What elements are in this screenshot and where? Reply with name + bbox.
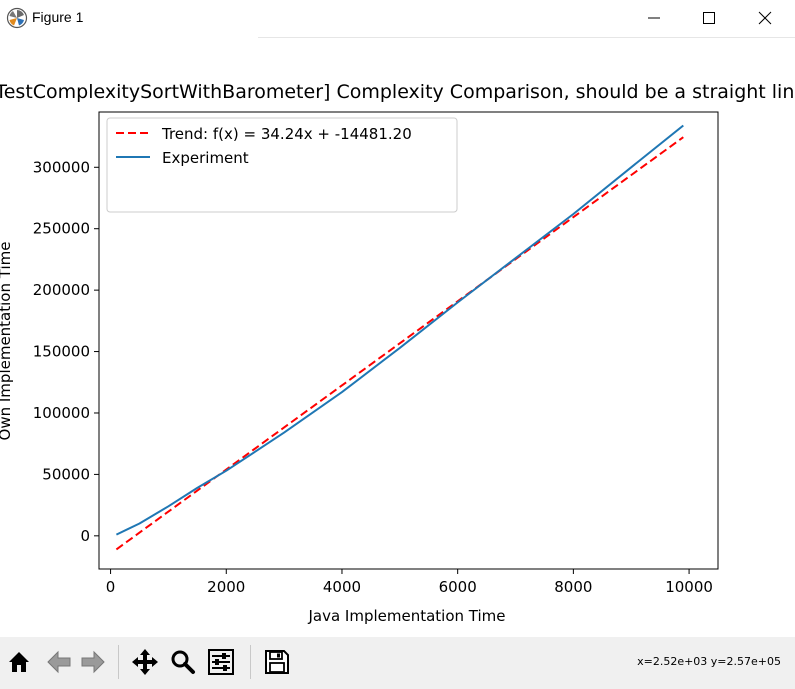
experiment-line <box>115 124 684 536</box>
back-button[interactable] <box>44 645 74 679</box>
zoom-icon <box>171 650 195 674</box>
forward-button[interactable] <box>78 645 108 679</box>
pan-button[interactable] <box>130 645 160 679</box>
chart-title: [TestComplexitySortWithBarometer] Comple… <box>0 81 795 103</box>
x-tick-label: 8000 <box>554 578 592 596</box>
axes-frame <box>98 111 719 570</box>
toolbar-separator <box>250 645 251 679</box>
x-tick-label: 0 <box>106 578 116 596</box>
legend-box <box>106 117 458 213</box>
maximize-icon <box>703 12 715 24</box>
legend: Trend: f(x) = 34.24x + -14481.20 Experime… <box>106 117 458 213</box>
x-axis-label: Java Implementation Time <box>307 607 505 625</box>
close-button[interactable] <box>737 0 795 37</box>
x-tick-label: 2000 <box>207 578 245 596</box>
y-tick-label: 200000 <box>33 281 90 299</box>
cursor-coordinates: x=2.52e+03 y=2.57e+05 <box>637 655 781 668</box>
toolbar-separator <box>118 645 119 679</box>
y-axis-label: Own Implementation Time <box>0 242 14 441</box>
save-icon <box>265 650 289 674</box>
axes: 0 2000 4000 6000 8000 10000050000100000150000… <box>33 111 719 596</box>
back-icon <box>47 650 71 674</box>
close-icon <box>758 11 772 25</box>
home-button[interactable] <box>4 645 34 679</box>
minimize-button[interactable] <box>626 0 684 37</box>
configure-subplots-icon <box>208 649 234 675</box>
window-title: Figure 1 <box>32 9 84 25</box>
chart[interactable]: [TestComplexitySortWithBarometer] Comple… <box>0 38 795 637</box>
trend-line <box>115 136 684 551</box>
x-tick-label: 4000 <box>323 578 361 596</box>
legend-label: Experiment <box>162 149 249 167</box>
window-titlebar: Figure 1 <box>0 0 795 37</box>
minimize-icon <box>648 17 660 19</box>
pan-icon <box>132 649 158 675</box>
y-tick-label: 250000 <box>33 220 90 238</box>
y-tick-label: 300000 <box>33 158 90 176</box>
y-tick-label: 0 <box>80 527 90 545</box>
titlebar-divider <box>258 37 795 38</box>
navigation-toolbar: x=2.52e+03 y=2.57e+05 <box>0 637 795 689</box>
maximize-button[interactable] <box>681 0 739 37</box>
configure-subplots-button[interactable] <box>206 645 236 679</box>
matplotlib-app-icon <box>6 7 28 29</box>
y-tick-label: 50000 <box>42 465 90 483</box>
home-icon <box>9 652 29 672</box>
y-tick-label: 100000 <box>33 404 90 422</box>
save-button[interactable] <box>262 645 292 679</box>
forward-icon <box>81 650 105 674</box>
x-tick-label: 6000 <box>439 578 477 596</box>
y-tick-label: 150000 <box>33 343 90 361</box>
x-tick-label: 10000 <box>665 578 713 596</box>
zoom-button[interactable] <box>168 645 198 679</box>
legend-label: Trend: f(x) = 34.24x + -14481.20 <box>161 125 412 143</box>
